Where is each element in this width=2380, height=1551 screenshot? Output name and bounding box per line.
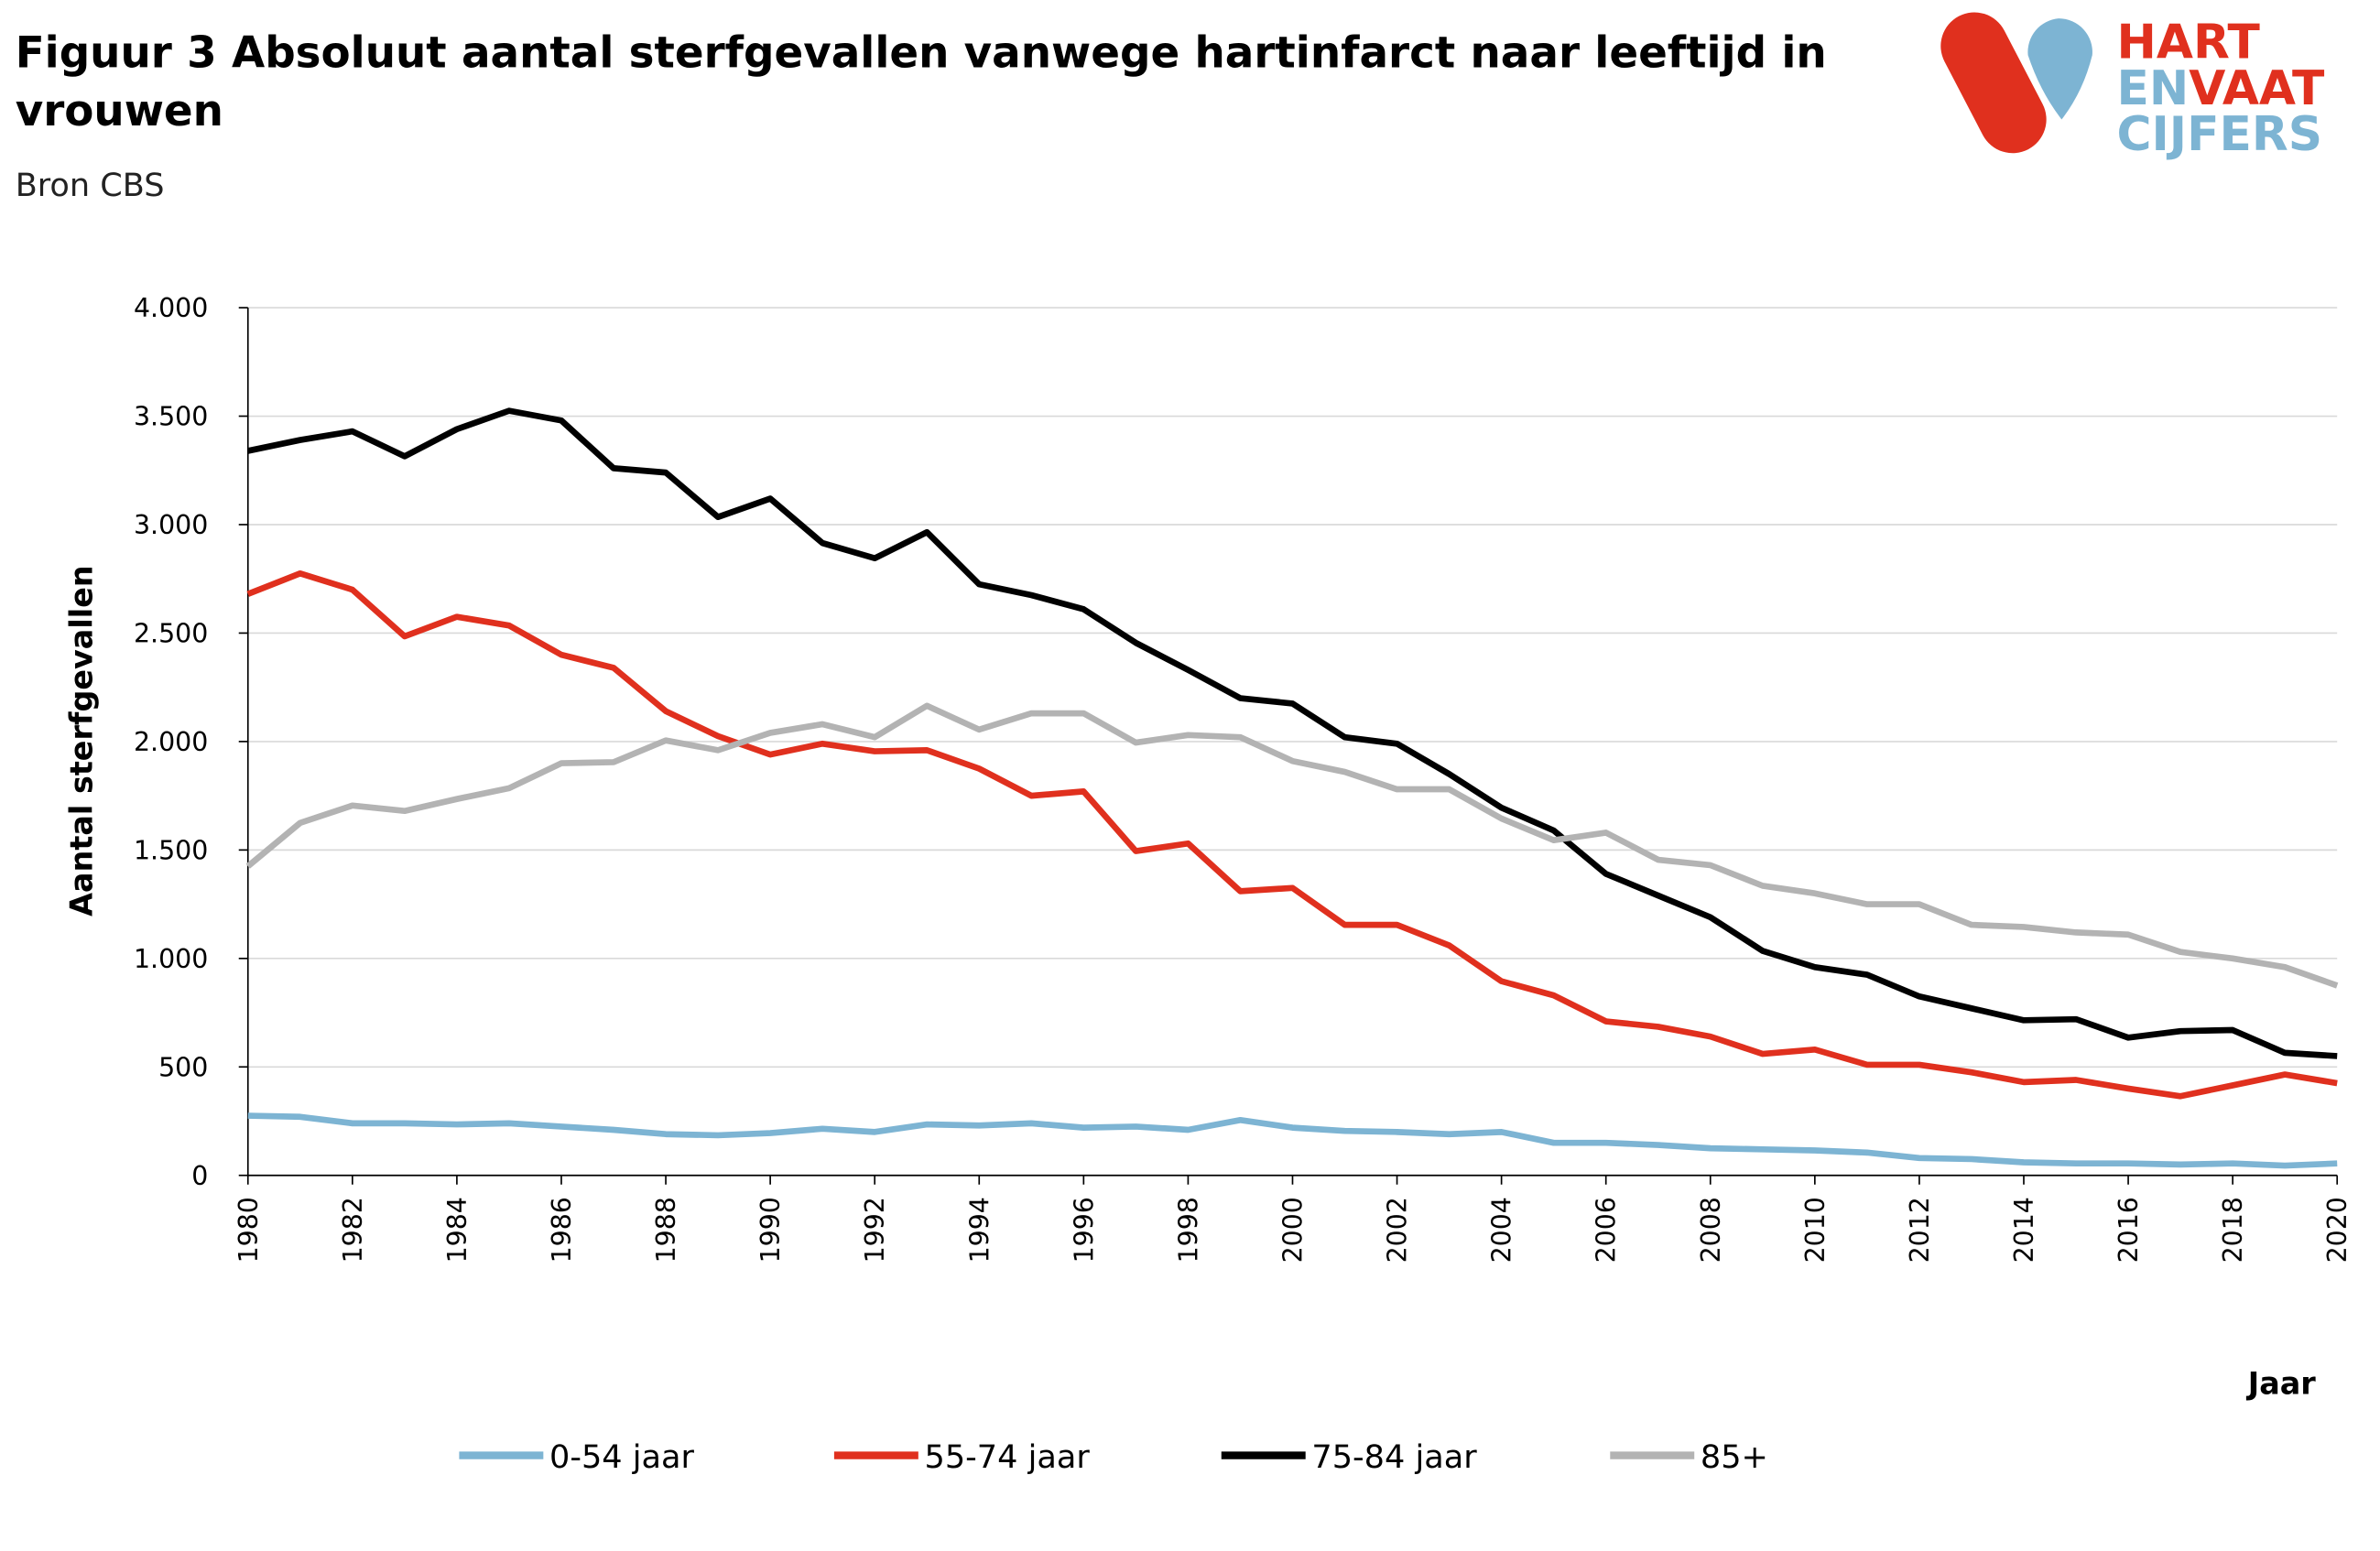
x-tick-label: 1980 <box>234 1197 264 1263</box>
x-axis-label: Jaar <box>2246 1366 2317 1402</box>
x-tick-label: 2000 <box>1278 1197 1309 1263</box>
y-tick-label: 1.000 <box>134 944 208 974</box>
legend-label: 55-74 jaar <box>925 1438 1091 1476</box>
logo: HART ENVAAT CIJFERS <box>1940 12 2325 162</box>
x-tick-label: 1992 <box>860 1197 890 1263</box>
y-tick-label: 2.500 <box>134 618 208 648</box>
y-tick-label: 4.000 <box>134 293 208 323</box>
logo-text: ENVAAT <box>2117 61 2325 116</box>
x-tick-label: 1982 <box>338 1197 368 1263</box>
x-tick-label: 1988 <box>651 1197 681 1263</box>
legend-label: 75-84 jaar <box>1311 1438 1477 1476</box>
y-tick-label: 3.500 <box>134 402 208 432</box>
x-tick-label: 1986 <box>547 1197 577 1263</box>
x-tick-label: 2008 <box>1696 1197 1726 1263</box>
x-tick-label: 1998 <box>1173 1197 1203 1263</box>
line-series <box>246 569 2338 1100</box>
legend-label: 85+ <box>1701 1438 1768 1476</box>
subtitle: Bron CBS <box>16 167 165 204</box>
line-series <box>247 407 2338 1059</box>
x-tick-label: 2010 <box>1800 1197 1831 1263</box>
line-series <box>247 1112 2338 1169</box>
logo-shape <box>2027 18 2092 120</box>
logo-shape <box>1940 12 2047 154</box>
x-tick-label: 2004 <box>1487 1197 1517 1263</box>
x-tick-label: 2020 <box>2322 1197 2353 1263</box>
x-tick-label: 2002 <box>1383 1197 1413 1263</box>
y-tick-label: 3.000 <box>134 510 208 540</box>
x-tick-label: 1984 <box>442 1197 473 1263</box>
logo-text: HART <box>2117 16 2261 70</box>
x-tick-label: 2006 <box>1592 1197 1622 1263</box>
x-tick-label: 1996 <box>1069 1197 1099 1263</box>
x-tick-label: 1990 <box>755 1197 786 1263</box>
x-tick-label: 2012 <box>1905 1197 1935 1263</box>
title-line: Figuur 3 Absoluut aantal sterfgevallen v… <box>16 29 1827 79</box>
logo-text: EN <box>2117 61 2190 116</box>
y-tick-label: 1.500 <box>134 835 208 865</box>
y-tick-label: 0 <box>191 1161 208 1191</box>
line-series <box>245 702 2339 989</box>
y-tick-label: 500 <box>158 1052 208 1082</box>
logo-text: CIJFERS <box>2117 107 2323 162</box>
x-tick-label: 2016 <box>2114 1197 2144 1263</box>
x-tick-label: 1994 <box>964 1197 994 1263</box>
y-axis-label: Aantal sterfgevallen <box>63 565 99 916</box>
chart-title: Figuur 3 Absoluut aantal sterfgevallen v… <box>16 29 1827 137</box>
x-tick-label: 2014 <box>2009 1197 2039 1263</box>
logo-text: VAAT <box>2189 61 2325 116</box>
y-tick-label: 2.000 <box>134 727 208 757</box>
x-tick-label: 2018 <box>2218 1197 2248 1263</box>
legend-label: 0-54 jaar <box>549 1438 694 1476</box>
title-line: vrouwen <box>16 87 223 136</box>
